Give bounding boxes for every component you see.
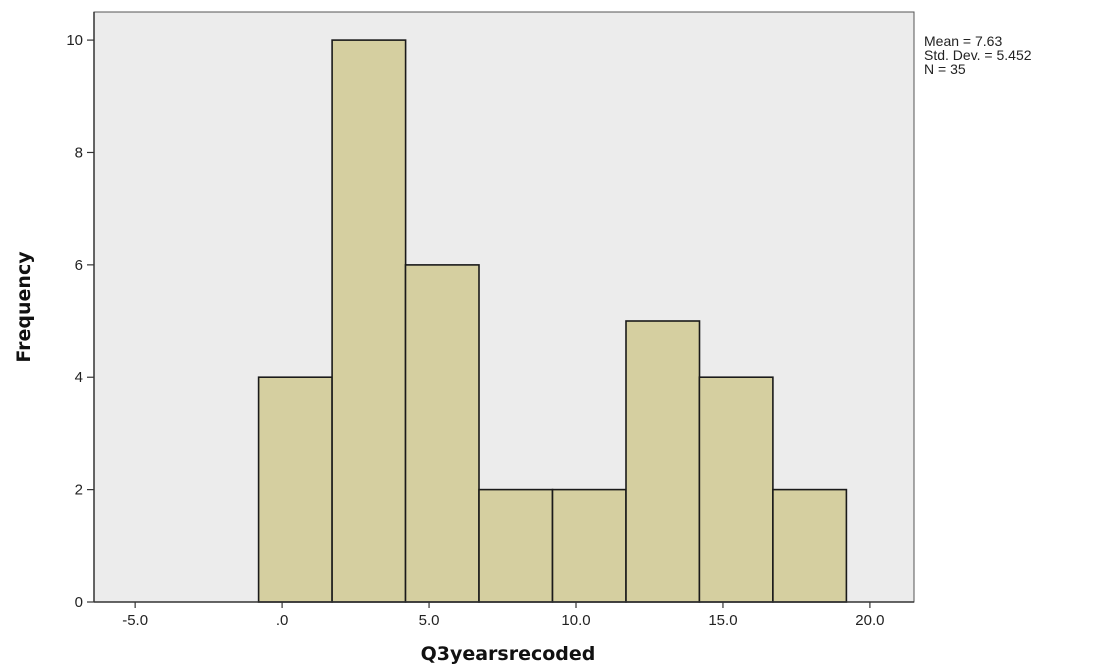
bars-group — [257, 39, 848, 603]
x-tick-label: .0 — [276, 612, 289, 629]
histogram-bar-6 — [625, 320, 701, 603]
histogram-bar-5 — [551, 488, 627, 603]
y-axis-title: Frequency — [13, 251, 35, 363]
histogram-bar-8 — [772, 488, 848, 603]
statistics-box: Mean = 7.63 Std. Dev. = 5.452 N = 35 — [924, 34, 1032, 76]
stat-n: N = 35 — [924, 61, 966, 77]
y-tick-label: 0 — [75, 594, 83, 611]
x-tick-label: 20.0 — [855, 612, 884, 629]
x-axis-title: Q3yearsrecoded — [421, 643, 596, 665]
x-axis: -5.0 .0 5.0 10.0 15.0 20.0 — [94, 601, 914, 629]
stat-mean: Mean = 7.63 — [924, 33, 1003, 49]
y-tick-label: 4 — [75, 369, 83, 386]
histogram-bar-3 — [404, 264, 480, 603]
x-tick-label: 5.0 — [419, 612, 440, 629]
y-axis: 0 2 4 6 8 10 — [66, 12, 95, 611]
y-tick-label: 6 — [75, 257, 83, 274]
y-tick-label: 10 — [66, 32, 83, 49]
stat-std-dev: Std. Dev. = 5.452 — [924, 47, 1032, 63]
x-tick-label: -5.0 — [122, 612, 148, 629]
x-tick-label: 10.0 — [561, 612, 590, 629]
histogram-bar-7 — [698, 376, 774, 603]
histogram-bar-1 — [257, 376, 333, 603]
histogram-bar-2 — [331, 39, 407, 603]
y-tick-label: 2 — [75, 482, 83, 499]
x-tick-label: 15.0 — [708, 612, 737, 629]
histogram-bar-4 — [478, 488, 554, 603]
y-tick-label: 8 — [75, 144, 83, 161]
